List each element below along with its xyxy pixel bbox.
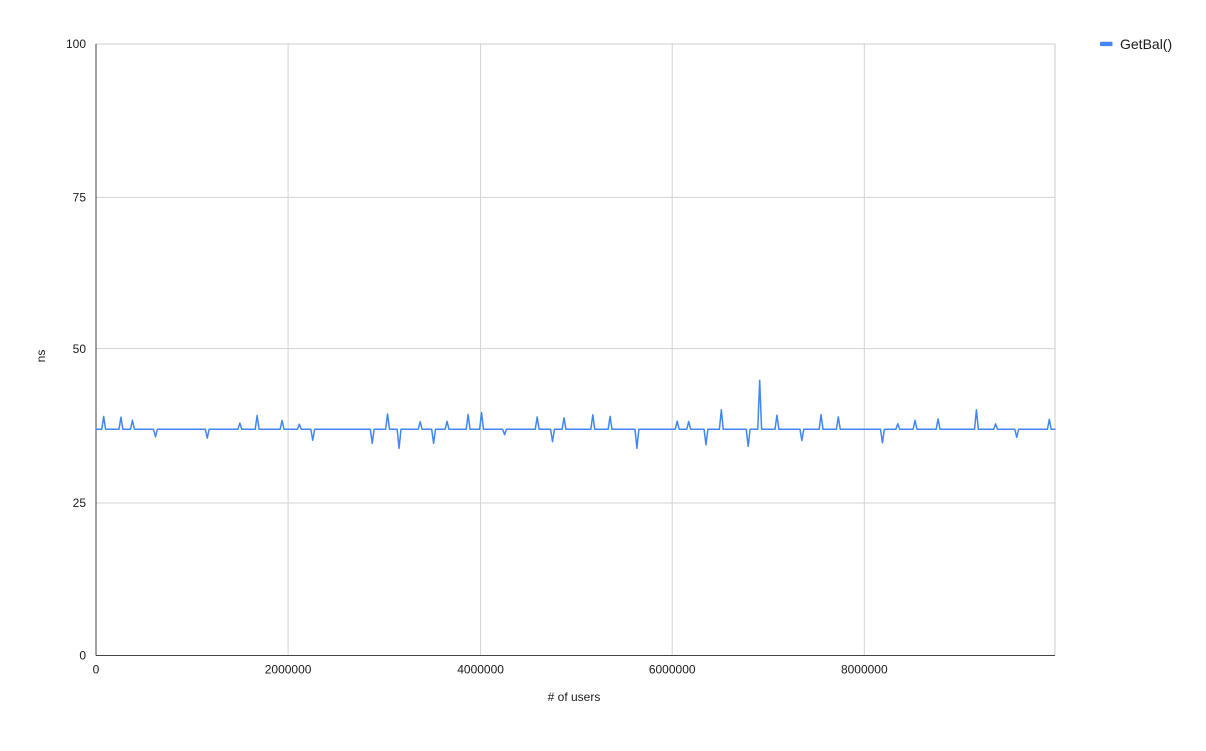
svg-text:GetBal(): GetBal()	[1120, 36, 1172, 52]
svg-text:# of users: # of users	[548, 690, 601, 704]
svg-text:ns: ns	[34, 350, 48, 363]
svg-text:50: 50	[73, 342, 87, 356]
svg-text:25: 25	[73, 496, 87, 510]
svg-text:6000000: 6000000	[649, 663, 696, 677]
svg-text:0: 0	[93, 663, 100, 677]
svg-text:75: 75	[73, 191, 87, 205]
svg-text:100: 100	[66, 37, 86, 51]
svg-text:2000000: 2000000	[265, 663, 312, 677]
svg-text:0: 0	[79, 649, 86, 663]
svg-text:8000000: 8000000	[841, 663, 888, 677]
svg-text:4000000: 4000000	[457, 663, 504, 677]
